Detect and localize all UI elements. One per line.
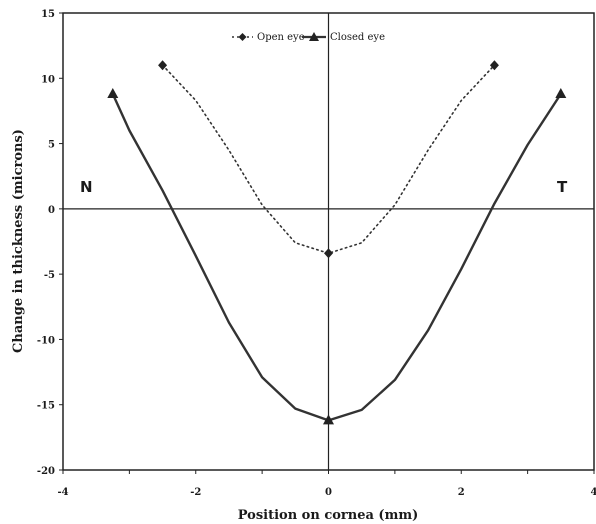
legend: Open eye Closed eye (232, 32, 385, 43)
y-tick-label: 10 (41, 74, 55, 85)
series-line-open-eye (161, 64, 496, 255)
legend-closed-eye-label: Closed eye (330, 32, 385, 43)
x-tick-label: -4 (57, 487, 68, 498)
x-tick-label: 4 (591, 487, 596, 498)
x-tick-label: -2 (190, 487, 201, 498)
annotation-nasal: N (80, 178, 93, 196)
x-tick-label: 0 (325, 487, 332, 498)
series-layer (107, 60, 567, 425)
legend-open-eye-diamond (238, 33, 247, 41)
point-open-eye (489, 60, 499, 71)
point-open-eye (158, 60, 168, 71)
point-closed-eye (323, 414, 334, 425)
point-closed-eye (555, 87, 567, 98)
series-line-closed-eye (111, 92, 562, 422)
point-open-eye (324, 248, 333, 259)
y-tick-label: -5 (44, 270, 55, 281)
y-tick-label: -15 (37, 401, 55, 412)
x-axis-title: Position on cornea (mm) (238, 508, 419, 523)
axes (63, 13, 594, 470)
y-tick-label: 5 (48, 140, 55, 151)
y-tick-label: -10 (37, 335, 55, 346)
annotation-temporal: T (557, 178, 568, 196)
y-tick-label: 15 (41, 9, 55, 20)
y-tick-label: 0 (48, 205, 55, 216)
legend-closed-eye-triangle (309, 32, 319, 41)
x-tick-label: 2 (458, 487, 465, 498)
y-axis-title: Change in thickness (microns) (11, 129, 26, 353)
y-tick-label: -20 (37, 466, 55, 477)
legend-open-eye-label: Open eye (257, 32, 305, 43)
point-closed-eye (107, 87, 119, 98)
